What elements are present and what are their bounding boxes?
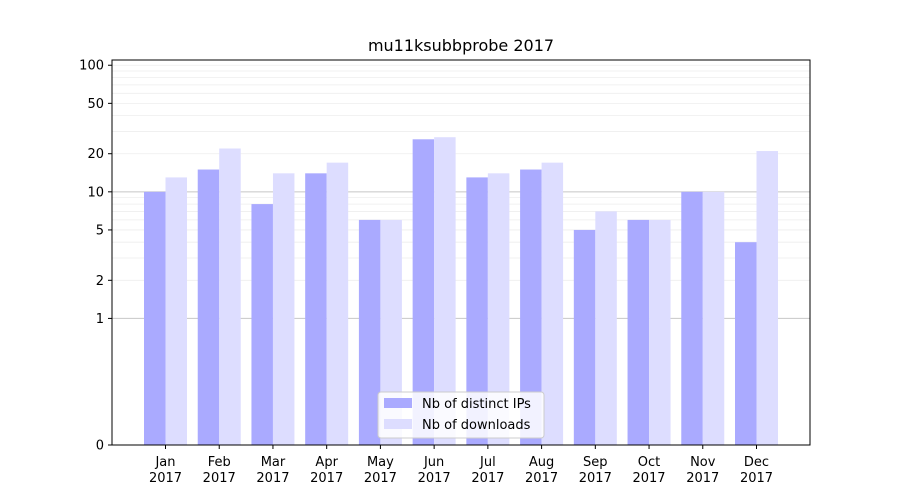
y-tick-label: 5: [96, 223, 104, 238]
bar-distinct-ips: [197, 169, 220, 445]
legend-box: [377, 391, 545, 439]
x-tick-label: Oct 2017: [632, 455, 665, 486]
y-tick-label: 100: [79, 59, 104, 74]
legend-swatch: [384, 398, 412, 408]
x-tick-label: Mar 2017: [256, 455, 289, 486]
x-tick-label: Apr 2017: [310, 455, 343, 486]
x-tick-label: Nov 2017: [686, 455, 719, 486]
bar-downloads: [434, 137, 456, 446]
x-tick-label: May 2017: [364, 455, 397, 486]
bar-distinct-ips: [466, 177, 488, 446]
plot-frame: [111, 59, 811, 446]
bar-distinct-ips: [735, 242, 757, 445]
x-tick-label: Dec 2017: [740, 455, 773, 486]
x-tick-label: Feb 2017: [203, 455, 236, 486]
chart-title: mu11ksubbprobe 2017: [368, 36, 554, 55]
bar-downloads: [165, 177, 187, 446]
bar-downloads: [756, 151, 778, 445]
bar-downloads: [487, 173, 510, 445]
x-tick-label: Jun 2017: [418, 455, 451, 486]
x-tick-label: Aug 2017: [525, 455, 558, 486]
bar-distinct-ips: [358, 219, 381, 445]
bar-downloads: [380, 219, 402, 445]
x-axis: Jan 2017 Feb 2017 Mar 2017 Apr 2017 May 2017 Jun 20…: [149, 445, 773, 486]
bar-distinct-ips: [251, 204, 273, 445]
y-tick-label: 1: [96, 312, 104, 327]
bar-downloads: [649, 219, 671, 445]
bar-downloads: [702, 191, 725, 445]
bar-distinct-ips: [520, 169, 542, 445]
x-tick-label: Sep 2017: [579, 455, 612, 486]
bar-downloads: [595, 211, 617, 445]
bar-distinct-ips: [573, 229, 596, 445]
y-tick-label: 0: [96, 439, 104, 454]
x-tick-label: Jul 2017: [471, 455, 504, 486]
bars: [144, 137, 778, 446]
legend-label: Nb of downloads: [422, 418, 531, 433]
bar-distinct-ips: [144, 191, 166, 445]
bar-downloads: [541, 162, 564, 445]
bar-distinct-ips: [412, 139, 435, 445]
bar-distinct-ips: [681, 191, 703, 445]
y-tick-label: 20: [87, 147, 104, 162]
bar-downloads: [219, 148, 241, 445]
bar-distinct-ips: [627, 219, 650, 445]
bar-distinct-ips: [305, 173, 327, 445]
legend-label: Nb of distinct IPs: [422, 397, 531, 412]
y-axis: 0 1 2 5 10 20 50 100: [79, 59, 112, 454]
y-tick-label: 10: [87, 185, 104, 200]
y-tick-label: 50: [87, 97, 104, 112]
bar-downloads: [272, 173, 295, 445]
bar-downloads: [326, 162, 349, 445]
x-tick-label: Jan 2017: [149, 455, 182, 486]
y-tick-label: 2: [96, 274, 104, 289]
legend-swatch: [384, 419, 412, 429]
legend: Nb of distinct IPs Nb of downloads: [377, 391, 545, 439]
